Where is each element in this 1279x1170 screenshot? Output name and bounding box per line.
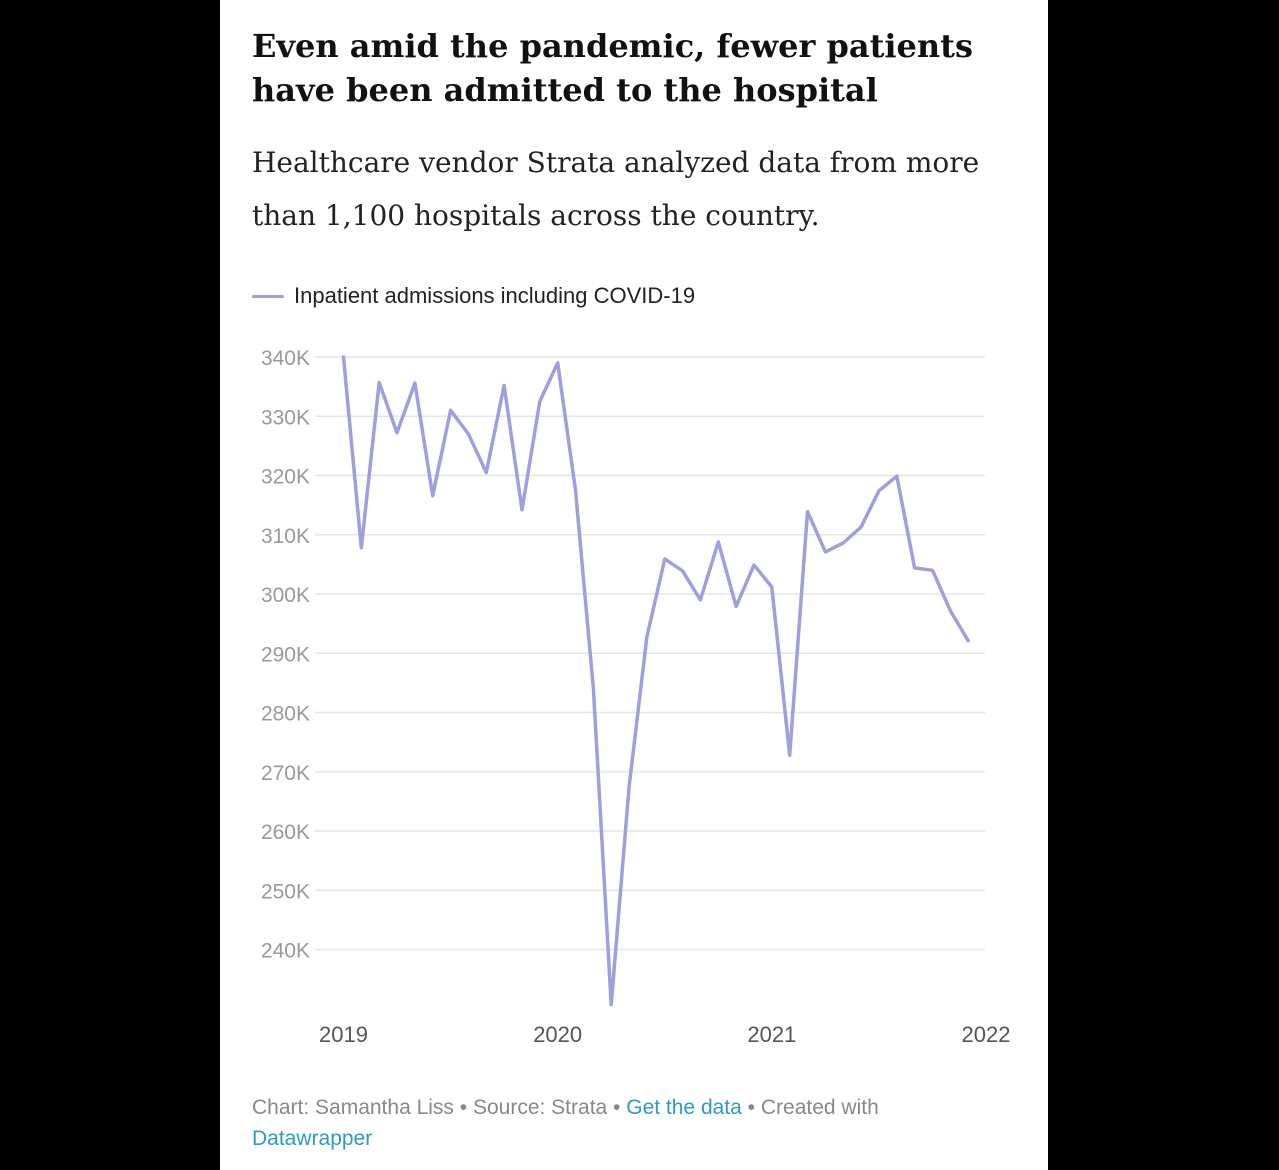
datawrapper-link[interactable]: Datawrapper [252,1127,373,1150]
x-tick-label: 2019 [319,1022,368,1047]
x-tick-label: 2022 [962,1022,1011,1047]
footer-separator: • [607,1096,627,1119]
get-the-data-link[interactable]: Get the data [626,1096,742,1119]
y-tick-label: 300K [261,584,310,607]
footer-source: Source: Strata [472,1096,608,1119]
y-tick-label: 240K [261,940,310,963]
footer-chart-credit: Chart: Samantha Liss [252,1096,454,1119]
chart-title: Even amid the pandemic, fewer patients h… [252,27,973,109]
footer-separator: • [741,1096,761,1119]
y-tick-label: 290K [261,643,310,666]
x-tick-label: 2020 [533,1022,582,1047]
y-tick-label: 330K [261,406,310,429]
y-tick-label: 320K [261,466,310,489]
y-tick-label: 260K [261,821,310,844]
footer: Chart: Samantha Liss • Source: Strata • … [252,1092,1032,1154]
y-tick-label: 280K [261,703,310,726]
chart-card: Even amid the pandemic, fewer patients h… [220,0,1048,1170]
legend-line-swatch [252,294,284,298]
y-tick-label: 270K [261,762,310,785]
chart-subtitle: Healthcare vendor Strata analyzed data f… [252,146,980,232]
x-tick-label: 2021 [747,1022,796,1047]
y-tick-label: 250K [261,880,310,903]
legend-label: Inpatient admissions including COVID-19 [294,283,696,308]
y-tick-label: 310K [261,525,310,548]
footer-created-with: Created with [760,1096,879,1119]
line-chart: 340K 330K 320K 310K 300K 290K 280K 270K 260K 250K… [261,347,1011,1047]
series-line [341,355,970,1007]
y-tick-label: 340K [261,347,310,370]
legend: Inpatient admissions including COVID-19 [252,280,695,312]
footer-separator: • [453,1096,473,1119]
